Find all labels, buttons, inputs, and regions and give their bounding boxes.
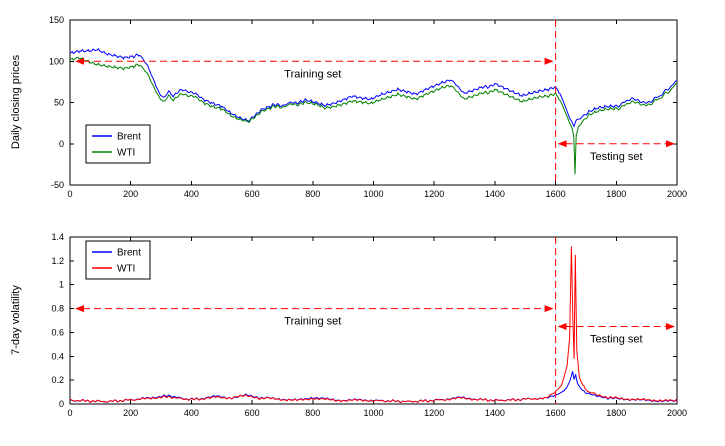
x-tick-label: 1800 bbox=[606, 408, 626, 418]
y-tick-label: 0 bbox=[59, 399, 64, 409]
training-set-label: Training set bbox=[284, 316, 341, 328]
y-tick-label: 1 bbox=[59, 280, 64, 290]
x-tick-label: 400 bbox=[184, 408, 199, 418]
legend-label-brent: Brent bbox=[117, 248, 141, 259]
training-arrowhead-left bbox=[75, 57, 85, 65]
plot-box bbox=[69, 236, 678, 405]
legend-box bbox=[85, 240, 151, 280]
x-tick-label: 1600 bbox=[546, 408, 566, 418]
training-arrowhead-right bbox=[544, 57, 554, 65]
training-set-label: Training set bbox=[284, 68, 341, 80]
y-tick-label: 0.4 bbox=[51, 351, 64, 361]
x-tick-label: 800 bbox=[305, 189, 320, 199]
y-tick-label: 1.2 bbox=[51, 256, 64, 266]
y-axis-label-prices: Daily closing prices bbox=[10, 54, 22, 150]
y-tick-label: -50 bbox=[51, 180, 64, 190]
x-tick-label: 800 bbox=[305, 408, 320, 418]
x-tick-label: 1600 bbox=[546, 189, 566, 199]
series-line-wti bbox=[69, 56, 678, 175]
x-tick-label: 200 bbox=[123, 408, 138, 418]
y-tick-label: 100 bbox=[49, 56, 64, 66]
legend-label-wti: WTI bbox=[117, 264, 135, 275]
y-tick-label: 150 bbox=[49, 15, 64, 25]
x-tick-label: 1400 bbox=[485, 408, 505, 418]
y-tick-label: 0.8 bbox=[51, 304, 64, 314]
y-tick-label: 50 bbox=[54, 98, 64, 108]
testing-set-label: Testing set bbox=[590, 151, 643, 163]
x-tick-label: 600 bbox=[245, 408, 260, 418]
daily-closing-prices-chart: 0 200 400 600 800 1000 1200 1400 1600 1800 2000-50… bbox=[49, 15, 687, 199]
x-tick-label: 1200 bbox=[424, 189, 444, 199]
training-arrowhead-left bbox=[75, 305, 85, 313]
training-arrowhead-right bbox=[544, 305, 554, 313]
series-line-brent bbox=[69, 47, 677, 128]
testing-arrowhead-right bbox=[666, 322, 675, 330]
x-tick-label: 200 bbox=[123, 189, 138, 199]
x-tick-label: 1000 bbox=[363, 189, 383, 199]
x-tick-label: 1400 bbox=[485, 189, 505, 199]
x-tick-label: 2000 bbox=[667, 408, 687, 418]
x-tick-label: 1200 bbox=[424, 408, 444, 418]
testing-arrowhead-left bbox=[557, 322, 567, 330]
y-tick-label: 0.6 bbox=[51, 327, 64, 337]
legend-box bbox=[85, 124, 151, 164]
series-line-wti bbox=[69, 246, 678, 404]
x-tick-label: 0 bbox=[67, 189, 72, 199]
y-tick-label: 0.2 bbox=[51, 375, 64, 385]
y-axis-label-volatility: 7-day volatility bbox=[10, 285, 22, 355]
x-tick-label: 2000 bbox=[667, 189, 687, 199]
legend-label-wti: WTI bbox=[117, 148, 135, 159]
legend-label-brent: Brent bbox=[117, 132, 141, 143]
x-tick-label: 400 bbox=[184, 189, 199, 199]
x-tick-label: 1000 bbox=[363, 408, 383, 418]
testing-arrowhead-left bbox=[557, 140, 567, 148]
y-tick-label: 0 bbox=[59, 139, 64, 149]
testing-arrowhead-right bbox=[666, 140, 675, 148]
x-tick-label: 1800 bbox=[606, 189, 626, 199]
x-tick-label: 600 bbox=[245, 189, 260, 199]
seven-day-volatility-chart: 0 200 400 600 800 1000 1200 1400 1600 1800 2000 0 0.… bbox=[51, 232, 687, 418]
y-tick-label: 1.4 bbox=[51, 232, 64, 242]
testing-set-label: Testing set bbox=[590, 333, 643, 345]
x-tick-label: 0 bbox=[67, 408, 72, 418]
